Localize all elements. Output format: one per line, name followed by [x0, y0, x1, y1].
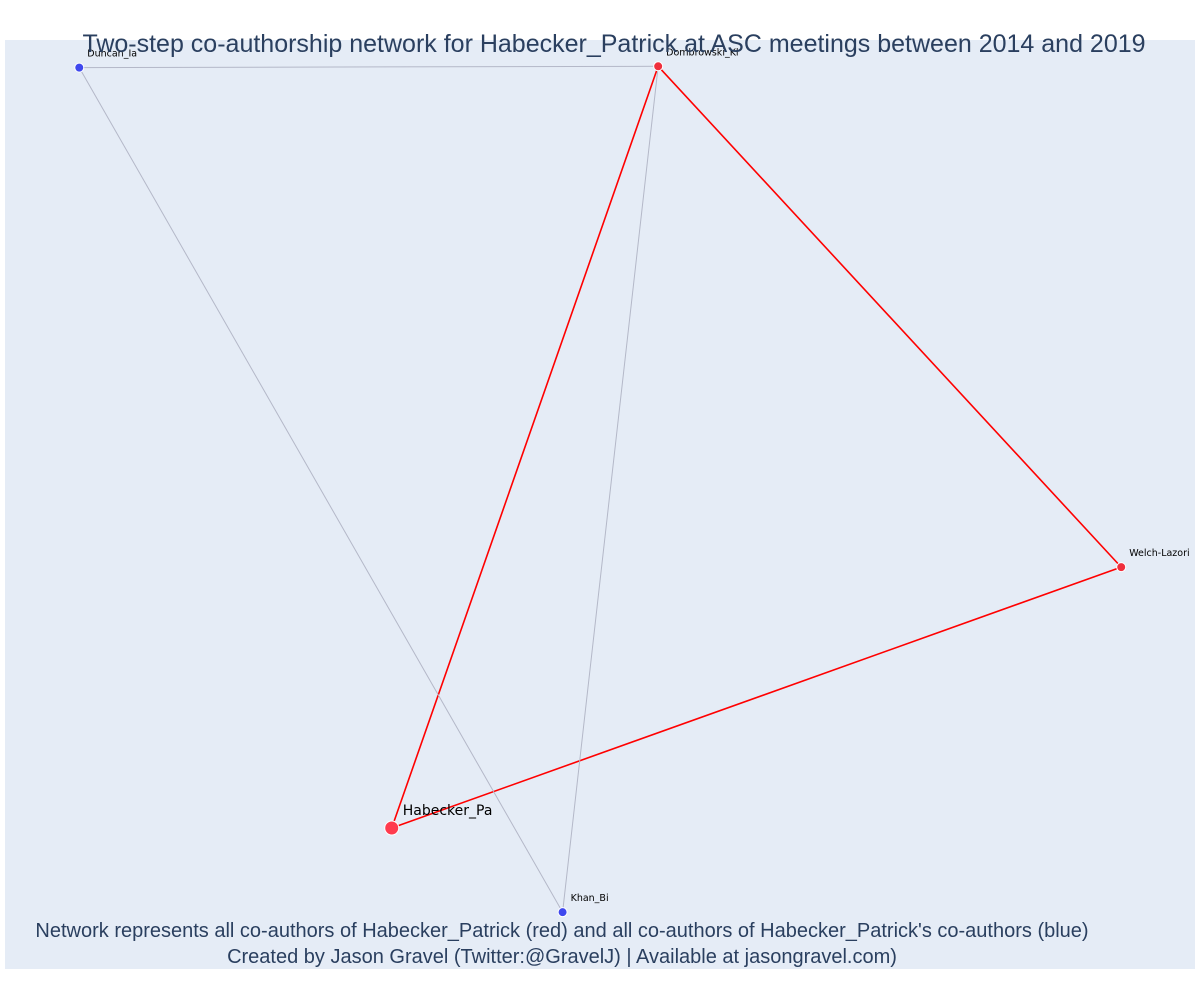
footer-note: Network represents all co-authors of Hab…	[35, 920, 1089, 942]
node-label-Khan_Bi: Khan_Bi	[571, 893, 609, 904]
direct-edge-Dombrowski_Kl-Welch-Lazoritz	[657, 65, 1122, 568]
chart-title: Two-step co-authorship network for Habec…	[82, 30, 1146, 58]
labels-layer: Habecker_Pa Dombrowski_Kl Welch-Lazori Dunc…	[87, 47, 1189, 904]
direct-edge-Habecker_Pa-Welch-Lazoritz	[391, 566, 1122, 829]
node-Khan_Bi[interactable]	[557, 907, 568, 918]
node-label-Dombrowski_Kl: Dombrowski_Kl	[666, 47, 738, 58]
indirect-edge-Duncan_Ia-Khan_Bi	[78, 67, 564, 913]
node-label-Duncan_Ia: Duncan_Ia	[87, 49, 137, 60]
node-Duncan_Ia[interactable]	[74, 62, 85, 73]
footer-credit: Created by Jason Gravel (Twitter:@Gravel…	[227, 946, 897, 968]
edges-layer	[78, 65, 1122, 913]
direct-edge-Habecker_Pa-Dombrowski_Kl	[390, 66, 659, 829]
node-Welch-Lazoritz[interactable]	[1116, 562, 1127, 573]
node-label-Habecker_Pa: Habecker_Pa	[403, 803, 493, 819]
indirect-edge-Duncan_Ia-Dombrowski_Kl	[79, 65, 659, 69]
node-Habecker_Pa[interactable]	[384, 820, 400, 836]
indirect-edge-Dombrowski_Kl-Khan_Bi	[562, 66, 659, 913]
node-Dombrowski_Kl[interactable]	[653, 61, 664, 72]
plot-area	[5, 40, 1195, 969]
node-label-Welch-Lazoritz: Welch-Lazori	[1129, 548, 1189, 559]
nodes-layer	[74, 61, 1127, 918]
